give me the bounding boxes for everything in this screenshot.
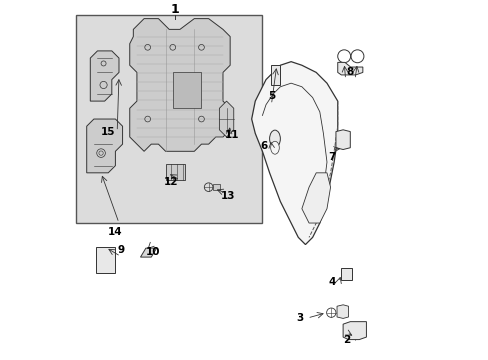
Polygon shape — [336, 305, 348, 319]
Bar — [172, 72, 201, 108]
Text: 10: 10 — [145, 247, 160, 257]
Text: 3: 3 — [296, 313, 303, 323]
Polygon shape — [129, 19, 230, 151]
Text: 14: 14 — [108, 227, 122, 237]
Polygon shape — [86, 119, 122, 173]
Text: 15: 15 — [101, 127, 115, 136]
Text: 5: 5 — [267, 91, 274, 101]
Text: 8: 8 — [346, 67, 353, 77]
Text: 2: 2 — [343, 334, 349, 345]
Ellipse shape — [270, 141, 279, 154]
Ellipse shape — [269, 130, 280, 147]
Polygon shape — [140, 248, 156, 257]
Bar — [213, 184, 220, 190]
Text: 4: 4 — [328, 277, 335, 287]
Bar — [271, 65, 280, 85]
Bar — [76, 15, 262, 223]
Polygon shape — [335, 130, 349, 149]
Polygon shape — [343, 321, 366, 339]
Text: 1: 1 — [170, 3, 179, 16]
Polygon shape — [251, 62, 337, 244]
Text: 11: 11 — [224, 130, 239, 140]
Bar — [96, 247, 115, 273]
Polygon shape — [219, 101, 233, 137]
Polygon shape — [90, 51, 119, 101]
Bar — [165, 164, 185, 180]
Text: 9: 9 — [117, 245, 124, 255]
Text: 7: 7 — [328, 152, 335, 162]
Text: 6: 6 — [260, 141, 267, 151]
Text: 12: 12 — [163, 177, 178, 187]
Polygon shape — [337, 62, 362, 75]
Text: 13: 13 — [221, 191, 235, 201]
Polygon shape — [301, 173, 330, 223]
Bar — [341, 268, 351, 280]
